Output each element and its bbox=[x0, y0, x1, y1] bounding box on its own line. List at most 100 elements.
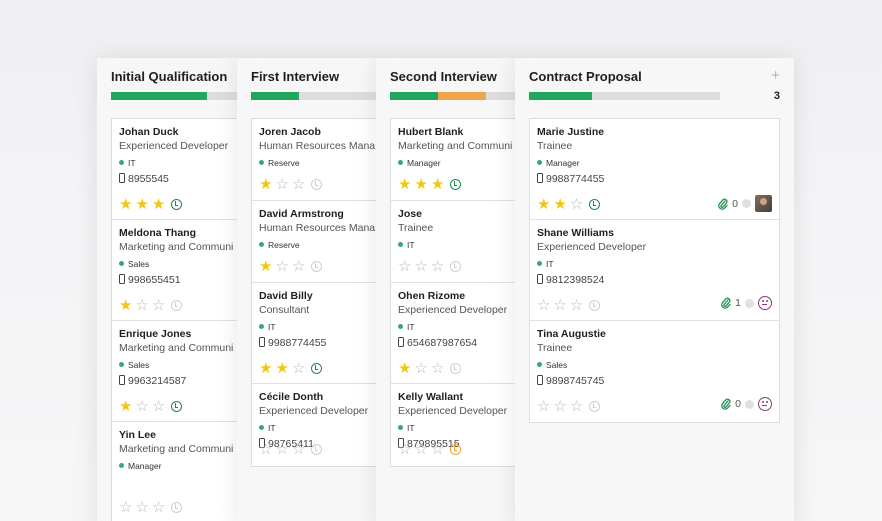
star-icon[interactable]: ☆ bbox=[430, 360, 445, 377]
applicant-name[interactable]: Enrique Jones bbox=[119, 328, 192, 340]
applicant-card[interactable]: Hubert Blank Marketing and Communi Manager… bbox=[391, 119, 516, 201]
kanban-state-dot[interactable] bbox=[745, 298, 754, 308]
activity-clock-icon[interactable] bbox=[450, 444, 462, 455]
star-icon[interactable]: ★ bbox=[259, 258, 273, 275]
applicant-name[interactable]: Shane Williams bbox=[537, 227, 614, 239]
star-icon[interactable]: ☆ bbox=[398, 258, 412, 275]
smiley-icon[interactable] bbox=[758, 296, 772, 310]
applicant-name[interactable]: Ohen Rizome bbox=[398, 290, 466, 302]
column-title[interactable]: Contract Proposal bbox=[529, 69, 642, 84]
star-icon[interactable]: ☆ bbox=[291, 441, 306, 458]
avatar[interactable] bbox=[755, 195, 772, 212]
star-icon[interactable]: ☆ bbox=[151, 398, 166, 415]
applicant-name[interactable]: David Armstrong bbox=[259, 208, 344, 220]
column-title[interactable]: Initial Qualification bbox=[111, 69, 228, 84]
applicant-card[interactable]: Joren Jacob Human Resources Mana Reserve ★ ☆… bbox=[252, 119, 377, 201]
activity-clock-icon[interactable] bbox=[589, 199, 601, 210]
activity-clock-icon[interactable] bbox=[589, 401, 601, 412]
star-icon[interactable]: ☆ bbox=[259, 441, 273, 458]
star-icon[interactable]: ☆ bbox=[119, 499, 133, 516]
star-icon[interactable]: ☆ bbox=[414, 258, 428, 275]
star-icon[interactable]: ★ bbox=[398, 176, 412, 193]
star-icon[interactable]: ☆ bbox=[275, 258, 289, 275]
star-icon[interactable]: ☆ bbox=[430, 258, 445, 275]
star-icon[interactable]: ☆ bbox=[430, 441, 445, 458]
star-icon[interactable]: ☆ bbox=[275, 176, 289, 193]
paperclip-icon[interactable] bbox=[718, 198, 728, 210]
star-icon[interactable]: ★ bbox=[537, 196, 551, 213]
star-icon[interactable]: ★ bbox=[119, 196, 133, 213]
activity-clock-icon[interactable] bbox=[311, 444, 323, 455]
star-icon[interactable]: ☆ bbox=[569, 196, 584, 213]
applicant-name[interactable]: Yin Lee bbox=[119, 429, 156, 441]
activity-clock-icon[interactable] bbox=[589, 300, 601, 311]
activity-clock-icon[interactable] bbox=[311, 363, 323, 374]
activity-clock-icon[interactable] bbox=[171, 502, 183, 513]
applicant-name[interactable]: Jose bbox=[398, 208, 422, 220]
column-title[interactable]: First Interview bbox=[251, 69, 340, 84]
activity-clock-icon[interactable] bbox=[450, 363, 462, 374]
applicant-card[interactable]: Meldona Thang Marketing and Communi Sales 9… bbox=[112, 220, 238, 321]
star-icon[interactable]: ☆ bbox=[414, 441, 428, 458]
kanban-state-dot[interactable] bbox=[742, 199, 751, 208]
column-progress-bar[interactable] bbox=[529, 92, 720, 100]
star-icon[interactable]: ☆ bbox=[291, 258, 306, 275]
applicant-card[interactable]: Jose Trainee IT ☆ ☆ ☆ bbox=[391, 201, 516, 283]
star-icon[interactable]: ★ bbox=[430, 176, 445, 193]
activity-clock-icon[interactable] bbox=[450, 179, 462, 190]
paperclip-icon[interactable] bbox=[721, 398, 731, 410]
star-icon[interactable]: ★ bbox=[119, 398, 133, 415]
star-icon[interactable]: ☆ bbox=[135, 297, 149, 314]
applicant-card[interactable]: Kelly Wallant Experienced Developer IT 8798… bbox=[391, 384, 516, 466]
applicant-name[interactable]: Tina Augustie bbox=[537, 328, 606, 340]
star-icon[interactable]: ☆ bbox=[553, 297, 567, 314]
star-icon[interactable]: ★ bbox=[151, 196, 166, 213]
star-icon[interactable]: ★ bbox=[553, 196, 567, 213]
smiley-icon[interactable] bbox=[758, 397, 772, 411]
applicant-name[interactable]: Marie Justine bbox=[537, 126, 605, 138]
applicant-card[interactable]: Yin Lee Marketing and Communi Manager ☆ ☆ ☆ bbox=[112, 422, 238, 521]
star-icon[interactable]: ☆ bbox=[291, 176, 306, 193]
applicant-name[interactable]: Joren Jacob bbox=[259, 126, 321, 138]
star-icon[interactable]: ☆ bbox=[398, 441, 412, 458]
star-icon[interactable]: ☆ bbox=[414, 360, 428, 377]
applicant-name[interactable]: Hubert Blank bbox=[398, 126, 464, 138]
star-icon[interactable]: ★ bbox=[259, 176, 273, 193]
applicant-name[interactable]: Kelly Wallant bbox=[398, 391, 463, 403]
star-icon[interactable]: ☆ bbox=[537, 297, 551, 314]
star-icon[interactable]: ☆ bbox=[291, 360, 306, 377]
star-icon[interactable]: ☆ bbox=[135, 499, 149, 516]
column-progress-bar[interactable] bbox=[251, 92, 377, 100]
applicant-name[interactable]: David Billy bbox=[259, 290, 313, 302]
star-icon[interactable]: ☆ bbox=[569, 398, 584, 415]
applicant-card[interactable]: Tina Augustie Trainee Sales 9898745745 ☆ ☆ ☆ 0 bbox=[530, 321, 779, 422]
column-title[interactable]: Second Interview bbox=[390, 69, 497, 84]
applicant-name[interactable]: Meldona Thang bbox=[119, 227, 196, 239]
star-icon[interactable]: ★ bbox=[275, 360, 289, 377]
star-icon[interactable]: ★ bbox=[414, 176, 428, 193]
plus-icon[interactable]: + bbox=[771, 67, 780, 84]
applicant-card[interactable]: Cécile Donth Experienced Developer IT 98765… bbox=[252, 384, 377, 466]
star-icon[interactable]: ☆ bbox=[537, 398, 551, 415]
star-icon[interactable]: ☆ bbox=[151, 297, 166, 314]
applicant-card[interactable]: Enrique Jones Marketing and Communi Sales 9… bbox=[112, 321, 238, 422]
applicant-card[interactable]: Marie Justine Trainee Manager 9988774455 ★ ★ ☆… bbox=[530, 119, 779, 220]
star-icon[interactable]: ★ bbox=[135, 196, 149, 213]
star-icon[interactable]: ☆ bbox=[569, 297, 584, 314]
activity-clock-icon[interactable] bbox=[171, 199, 183, 210]
activity-clock-icon[interactable] bbox=[311, 261, 323, 272]
applicant-card[interactable]: David Armstrong Human Resources Mana Reser… bbox=[252, 201, 377, 283]
applicant-card[interactable]: Johan Duck Experienced Developer IT 8955545… bbox=[112, 119, 238, 220]
applicant-card[interactable]: David Billy Consultant IT 9988774455 ★ ★ ☆ bbox=[252, 283, 377, 384]
activity-clock-icon[interactable] bbox=[171, 401, 183, 412]
star-icon[interactable]: ★ bbox=[119, 297, 133, 314]
kanban-state-dot[interactable] bbox=[745, 399, 754, 409]
applicant-card[interactable]: Ohen Rizome Experienced Developer IT 654687… bbox=[391, 283, 516, 384]
column-progress-bar[interactable] bbox=[390, 92, 516, 100]
star-icon[interactable]: ☆ bbox=[553, 398, 567, 415]
paperclip-icon[interactable] bbox=[721, 297, 731, 309]
activity-clock-icon[interactable] bbox=[311, 179, 323, 190]
star-icon[interactable]: ★ bbox=[259, 360, 273, 377]
star-icon[interactable]: ☆ bbox=[151, 499, 166, 516]
star-icon[interactable]: ☆ bbox=[275, 441, 289, 458]
